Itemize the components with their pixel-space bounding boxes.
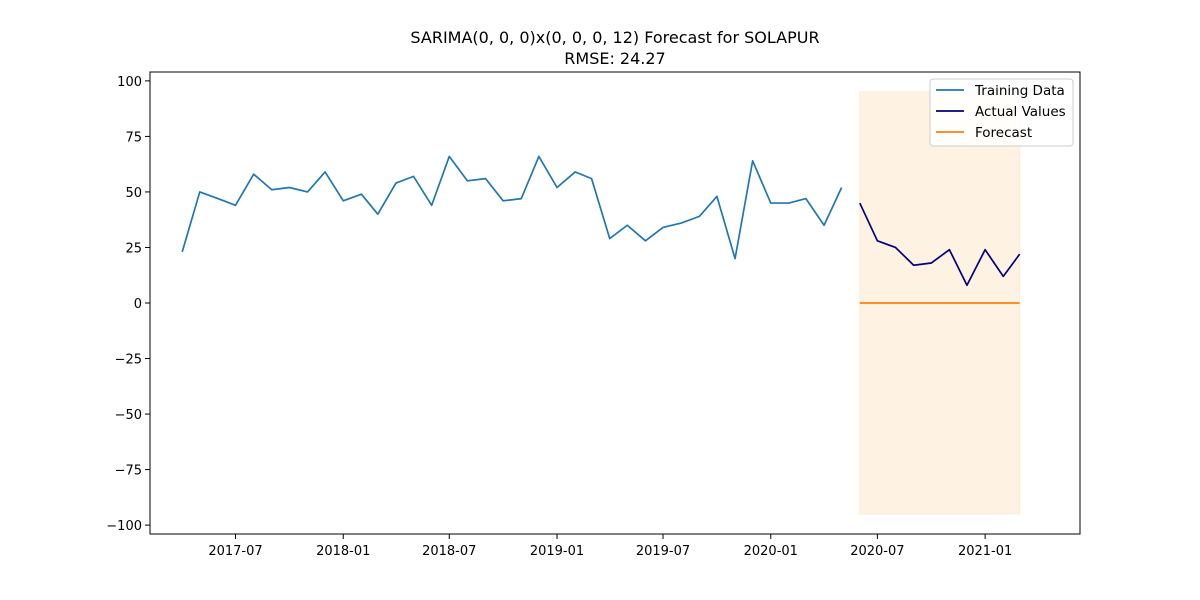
x-tick-label: 2021-01 <box>958 544 1012 559</box>
x-tick-label: 2017-07 <box>208 544 262 559</box>
y-tick-label: −50 <box>115 408 142 423</box>
legend-box <box>929 78 1074 147</box>
chart-subtitle: RMSE: 24.27 <box>564 49 665 68</box>
y-tick-label: 100 <box>117 75 142 90</box>
y-tick-label: 75 <box>125 130 142 145</box>
x-tick-label: 2019-01 <box>530 544 584 559</box>
y-axis: −100 −75 −50 −25 0 25 50 75 100 <box>106 75 150 534</box>
legend: Training Data Actual Values Forecast <box>929 78 1074 147</box>
y-tick-label: −75 <box>115 464 142 479</box>
x-tick-label: 2020-07 <box>850 544 904 559</box>
x-tick-label: 2019-07 <box>636 544 690 559</box>
y-tick-label: 0 <box>134 297 142 312</box>
x-tick-label: 2018-01 <box>316 544 370 559</box>
series-line-training-data <box>181 155 843 260</box>
y-tick-label: 25 <box>125 241 142 256</box>
chart-title: SARIMA(0, 0, 0)x(0, 0, 0, 12) Forecast f… <box>410 28 819 47</box>
y-tick-label: 50 <box>125 186 142 201</box>
x-axis: 2017-07 2018-01 2018-07 2019-01 2019-07 2020-… <box>208 534 1012 559</box>
legend-label-actual: Actual Values <box>975 104 1066 120</box>
series-line-actual-values <box>859 202 1021 287</box>
x-tick-label: 2018-07 <box>422 544 476 559</box>
legend-label-forecast: Forecast <box>975 125 1032 141</box>
y-tick-label: −100 <box>106 519 142 534</box>
x-tick-label: 2020-01 <box>744 544 798 559</box>
series-layer <box>181 155 1021 304</box>
legend-label-training: Training Data <box>974 83 1065 99</box>
y-tick-label: −25 <box>115 353 142 368</box>
